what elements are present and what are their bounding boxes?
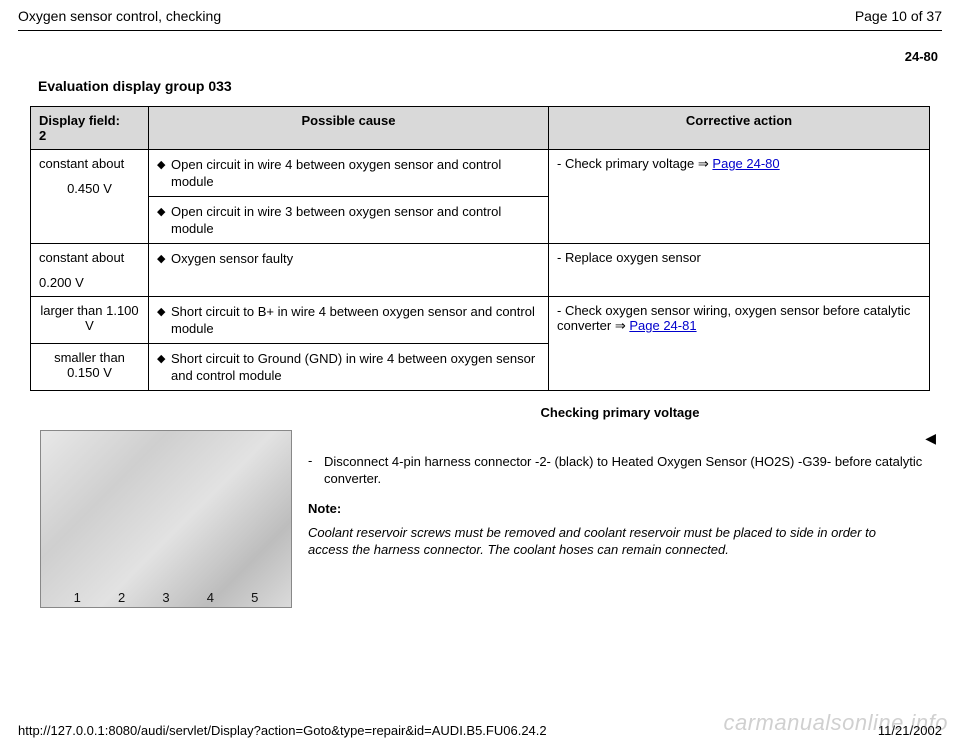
- cell-action: - Replace oxygen sensor: [549, 244, 930, 297]
- page-link[interactable]: Page 24-81: [629, 318, 696, 333]
- instruction-text: Disconnect 4-pin harness connector -2- (…: [324, 453, 942, 487]
- page-number: 24-80: [18, 49, 942, 64]
- th-possible-cause: Possible cause: [149, 107, 549, 150]
- table-row: larger than 1.100 V ◆ Short circuit to B…: [31, 297, 930, 344]
- bullet-icon: ◆: [157, 250, 171, 268]
- subsection-title: Checking primary voltage: [298, 405, 942, 420]
- cell-display-field: constant about 0.450 V: [31, 150, 149, 244]
- pointer-left-icon: ◀: [308, 430, 942, 447]
- footer-url: http://127.0.0.1:8080/audi/servlet/Displ…: [18, 723, 547, 738]
- fig-label: 5: [251, 590, 258, 605]
- section-title: Evaluation display group 033: [38, 78, 942, 94]
- cell-cause: ◆ Oxygen sensor faulty: [149, 244, 549, 297]
- figure-harness-connector: 1 2 3 4 5: [40, 430, 292, 608]
- df-value: 0.450 V: [39, 181, 140, 196]
- action-text: - Check primary voltage: [557, 156, 698, 171]
- fig-label: 1: [74, 590, 81, 605]
- doc-title: Oxygen sensor control, checking: [18, 8, 221, 24]
- fig-label: 4: [207, 590, 214, 605]
- th-line1: Display field:: [39, 113, 140, 128]
- cause-text: Open circuit in wire 3 between oxygen se…: [171, 203, 540, 237]
- th-corrective-action: Corrective action: [549, 107, 930, 150]
- cell-display-field: constant about 0.200 V: [31, 244, 149, 297]
- dash-icon: -: [308, 453, 324, 468]
- arrow-icon: ⇒: [615, 318, 626, 333]
- bullet-icon: ◆: [157, 203, 171, 221]
- th-line2: 2: [39, 128, 140, 143]
- page-footer: http://127.0.0.1:8080/audi/servlet/Displ…: [18, 723, 942, 738]
- action-text: - Check oxygen sensor wiring, oxygen sen…: [557, 303, 910, 333]
- table-row: constant about 0.200 V ◆ Oxygen sensor f…: [31, 244, 930, 297]
- cell-cause: ◆ Open circuit in wire 3 between oxygen …: [149, 197, 549, 244]
- cell-action: - Check primary voltage ⇒ Page 24-80: [549, 150, 930, 244]
- fig-label: 2: [118, 590, 125, 605]
- cell-cause: ◆ Short circuit to Ground (GND) in wire …: [149, 344, 549, 391]
- footer-date: 11/21/2002: [878, 723, 942, 738]
- page-indicator: Page 10 of 37: [855, 8, 942, 24]
- cell-display-field: smaller than 0.150 V: [31, 344, 149, 391]
- cause-text: Oxygen sensor faulty: [171, 250, 540, 267]
- fig-label: 3: [162, 590, 169, 605]
- bullet-icon: ◆: [157, 156, 171, 174]
- figure-labels: 1 2 3 4 5: [41, 590, 291, 605]
- page-link[interactable]: Page 24-80: [712, 156, 779, 171]
- cause-text: Short circuit to B+ in wire 4 between ox…: [171, 303, 540, 337]
- header-rule: [18, 30, 942, 31]
- th-display-field: Display field: 2: [31, 107, 149, 150]
- instruction-row: - Disconnect 4-pin harness connector -2-…: [308, 453, 942, 487]
- cell-cause: ◆ Open circuit in wire 4 between oxygen …: [149, 150, 549, 197]
- arrow-icon: ⇒: [698, 156, 709, 171]
- bullet-icon: ◆: [157, 303, 171, 321]
- bullet-icon: ◆: [157, 350, 171, 368]
- cause-text: Short circuit to Ground (GND) in wire 4 …: [171, 350, 540, 384]
- df-text: constant about: [39, 156, 140, 171]
- note-label: Note:: [308, 501, 942, 516]
- df-value: 0.200 V: [39, 275, 140, 290]
- cell-action: - Check oxygen sensor wiring, oxygen sen…: [549, 297, 930, 391]
- evaluation-table: Display field: 2 Possible cause Correcti…: [30, 106, 930, 391]
- note-body: Coolant reservoir screws must be removed…: [308, 524, 942, 558]
- df-text: constant about: [39, 250, 140, 265]
- cell-display-field: larger than 1.100 V: [31, 297, 149, 344]
- page-header: Oxygen sensor control, checking Page 10 …: [18, 8, 942, 30]
- cause-text: Open circuit in wire 4 between oxygen se…: [171, 156, 540, 190]
- table-row: constant about 0.450 V ◆ Open circuit in…: [31, 150, 930, 197]
- cell-cause: ◆ Short circuit to B+ in wire 4 between …: [149, 297, 549, 344]
